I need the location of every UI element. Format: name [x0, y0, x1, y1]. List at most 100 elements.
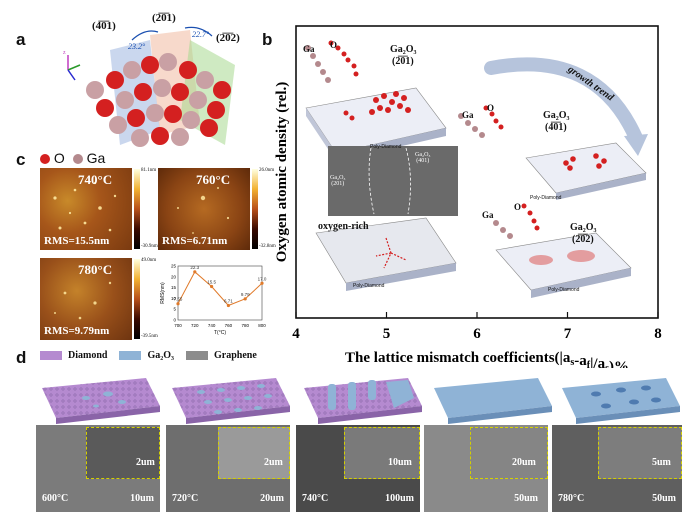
b-sem-right-b: (401): [416, 158, 430, 164]
sem-inset-780: [598, 427, 682, 479]
rms-line-chart: 700 720 740 760 780 800 0 5 10 15 20 25 T(°C) RMS(nm)…: [160, 264, 267, 337]
b-tr-substrate: Poly-Diamond: [530, 195, 562, 201]
sem-temp-720: 720°C: [172, 493, 199, 504]
rms-y-tick: 0: [173, 318, 176, 323]
b-br-o: O: [514, 202, 522, 212]
b-tl-o: O: [330, 40, 338, 50]
sem-inset-scale-740: 10um: [388, 457, 412, 468]
rms-y-tick: 20: [171, 274, 177, 279]
rms-point: [226, 303, 230, 308]
x-label-part: |/a: [590, 356, 605, 368]
diamond-legend-label: Diamond: [68, 350, 108, 361]
b-sem-right: Ga₂O₃ (401): [415, 152, 431, 164]
diamond-swatch: [40, 351, 62, 360]
rms-x-label: T(°C): [214, 330, 226, 336]
growth-trend-arrow: [484, 57, 643, 145]
rms-point: [193, 270, 197, 274]
b-tr-ga: Ga: [462, 110, 474, 120]
substrate-tl: [305, 40, 447, 161]
rms-series-line: [177, 271, 263, 307]
mismatch-x-label: The lattice mismatch coefficients(|as-af…: [345, 350, 629, 368]
plane-label-201: (2̅0̅1): [152, 12, 176, 24]
sem-image-600: 2um 600°C 10um: [36, 425, 160, 512]
b-tl-substrate: Poly-Diamond: [370, 144, 402, 150]
afm-temp-780: 780°C: [78, 262, 113, 277]
plane-label-401: (4̅0̅1): [92, 20, 116, 32]
rms-point: [210, 284, 214, 289]
sem-image-740: 10um 740°C 100um: [296, 425, 420, 512]
schematic-600: [42, 378, 160, 424]
sem-inset-740: [344, 427, 420, 479]
sem-image-720: 2um 720°C 20um: [166, 425, 290, 512]
mismatch-chart: 4 5 6 7 8 Oxygen atomic density (rel.) The lat…: [274, 25, 662, 368]
ga-atom-icon: [72, 154, 83, 164]
rms-x-tick: 740: [208, 323, 216, 328]
afm-colorbar-760: [252, 169, 258, 249]
ga2o3-legend-label: Ga₂O₃: [147, 350, 175, 361]
b-br-plane: (2̅0̅2): [572, 234, 594, 245]
substrate-tr: [458, 105, 647, 200]
mismatch-x-tick: 8: [654, 326, 662, 342]
b-sem-left-a: Ga₂O₃: [330, 175, 346, 181]
sem-inset-720: [218, 427, 290, 479]
o-atom-label: O: [53, 150, 65, 166]
mismatch-x-tick: 7: [564, 326, 572, 342]
angle-label-2: 22.7°: [192, 30, 210, 39]
ga-atom-label: Ga: [86, 150, 106, 166]
b-sem-left: Ga₂O₃ (201): [330, 175, 346, 187]
afm-rms-760: RMS=6.71nm: [162, 235, 228, 247]
b-br-substrate: Poly-Diamond: [548, 287, 580, 293]
afm-temp-740: 740°C: [78, 172, 113, 187]
rms-point-label: 15.5: [207, 280, 216, 285]
b-br-title: Ga₂O₃: [570, 222, 597, 233]
sem-inset-760: [470, 427, 548, 479]
x-label-part: )%: [609, 359, 629, 368]
sem-scale-760: 50um: [514, 493, 538, 504]
substrate-br: [493, 203, 632, 298]
rms-point: [176, 302, 180, 306]
b-br-ga: Ga: [482, 210, 494, 220]
rms-point-label: 22.3: [190, 265, 199, 270]
schematic-740: [304, 378, 422, 424]
afm-rms-780: RMS=9.79nm: [44, 325, 110, 337]
mismatch-x-tick: 6: [473, 326, 481, 342]
b-sem-right-a: Ga₂O₃: [415, 152, 431, 158]
b-tl-title: Ga₂O₃: [390, 44, 417, 55]
panel-label-c: c: [16, 150, 26, 169]
b-tr-plane: (4̅0̅1): [545, 122, 567, 133]
schematic-780: [562, 378, 680, 424]
rms-y-tick: 15: [171, 285, 177, 290]
b-sem-left-b: (201): [331, 181, 345, 187]
atom-legend: O Ga: [40, 150, 105, 166]
sem-image-760: 20um 50um: [424, 425, 548, 512]
mismatch-x-tick: 4: [292, 326, 300, 342]
rms-y-label: RMS(nm): [160, 282, 166, 304]
sem-inset-scale-780: 5um: [652, 457, 671, 468]
sem-image-780: 5um 780°C 50um: [552, 425, 682, 512]
afm-scale-bottom-780: -39.5nm: [141, 334, 158, 339]
plane-label-202: (2̅0̅2): [216, 32, 240, 44]
rms-x-tick: 800: [258, 323, 266, 328]
rms-y-tick: 5: [173, 307, 176, 312]
rms-x-tick: 720: [191, 323, 199, 328]
graphene-legend-label: Graphene: [214, 350, 257, 361]
rms-point-label: 9.79: [241, 292, 250, 297]
panel-label-a: a: [16, 30, 26, 49]
axis-z-label: z: [63, 50, 66, 56]
panel-b-illustrations: [305, 40, 648, 298]
afm-scale-bottom-740: -30.9nm: [141, 244, 158, 249]
x-label-part: The lattice mismatch coefficients(|a: [345, 350, 571, 366]
b-tr-o: O: [487, 103, 495, 113]
mismatch-y-label: Oxygen atomic density (rel.): [274, 82, 290, 263]
angle-arc-1: [131, 30, 159, 41]
rms-point: [243, 297, 247, 301]
rms-x-tick: 700: [174, 323, 182, 328]
sem-inset-scale-720: 2um: [264, 457, 283, 468]
rms-x-tick: 780: [241, 323, 249, 328]
b-tr-title: Ga₂O₃: [543, 110, 570, 121]
afm-temp-760: 760°C: [196, 172, 231, 187]
afm-rms-740: RMS=15.5nm: [44, 235, 110, 247]
rms-point-label: 6.71: [224, 299, 233, 304]
b-oxygen-rich: oxygen-rich: [318, 221, 369, 232]
sem-temp-780: 780°C: [558, 493, 585, 504]
